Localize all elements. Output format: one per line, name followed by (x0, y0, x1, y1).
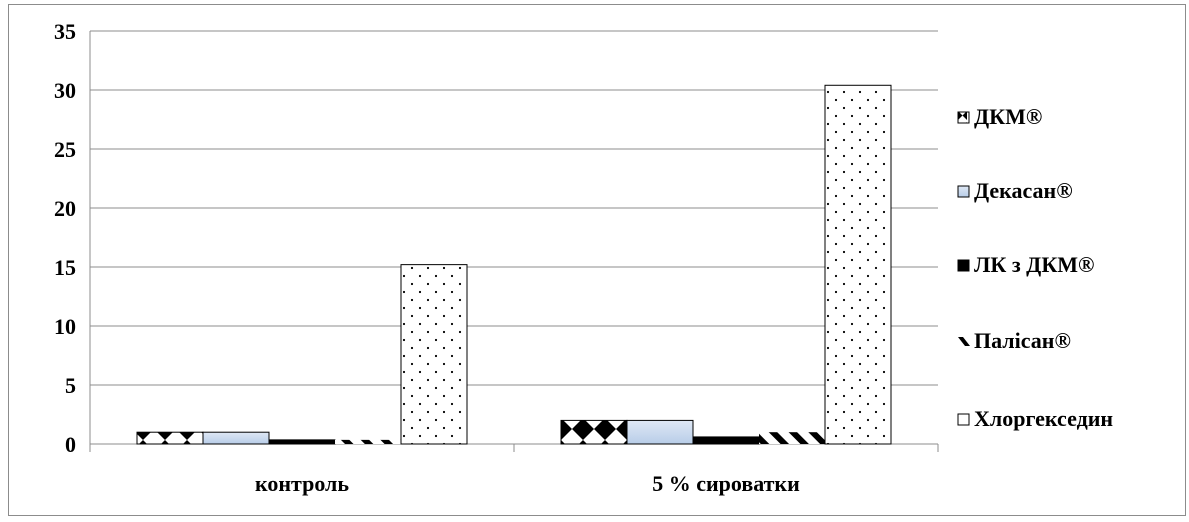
legend-label: ЛК з ДКМ® (974, 252, 1094, 277)
x-category-labels: контроль 5 % сироватки (255, 471, 800, 496)
legend-label: Декасан® (974, 178, 1073, 203)
legend-label: Хлоргекседин (974, 406, 1113, 431)
y-tick-label: 0 (65, 432, 76, 457)
y-tick-label: 30 (54, 78, 76, 103)
legend-item: Палісан® (958, 328, 1071, 353)
bar-1-1 (136, 431, 204, 445)
y-tick-label: 5 (65, 373, 76, 398)
bar-1-2 (560, 419, 628, 445)
legend-swatch (957, 111, 970, 124)
y-tick-label: 35 (54, 19, 76, 44)
axes (89, 31, 939, 452)
legend-item: ЛК з ДКМ® (957, 252, 1094, 277)
bar-3-2 (692, 436, 760, 445)
legend-item: Декасан® (957, 178, 1073, 203)
y-tick-label: 20 (54, 196, 76, 221)
x-category-label: 5 % сироватки (652, 471, 800, 496)
bar-3-1 (268, 439, 336, 445)
bar-4-2 (759, 432, 825, 444)
y-tick-labels: 0 5 10 15 20 25 30 35 (54, 19, 76, 457)
legend-item: Хлоргекседин (957, 406, 1113, 431)
legend-swatch (957, 259, 970, 272)
gridlines (90, 30, 938, 386)
x-category-label: контроль (255, 471, 349, 496)
bar-5-1 (400, 264, 468, 445)
bar-2-1 (202, 431, 270, 445)
legend: ДКМ® Декасан® ЛК з ДКМ® Палісан® Хлоргекседи… (957, 104, 1113, 431)
y-tick-label: 15 (54, 255, 76, 280)
legend-item: ДКМ® (957, 104, 1042, 129)
legend-label: Палісан® (974, 328, 1071, 353)
bars (136, 84, 892, 445)
y-tick-label: 10 (54, 314, 76, 339)
bar-2-2 (626, 419, 694, 445)
legend-swatch (957, 413, 970, 426)
legend-swatch (957, 185, 970, 198)
bar-5-2 (824, 84, 892, 445)
y-tick-label: 25 (54, 137, 76, 162)
bar-4-1 (335, 439, 401, 444)
legend-label: ДКМ® (974, 104, 1042, 129)
legend-swatch (958, 337, 970, 346)
